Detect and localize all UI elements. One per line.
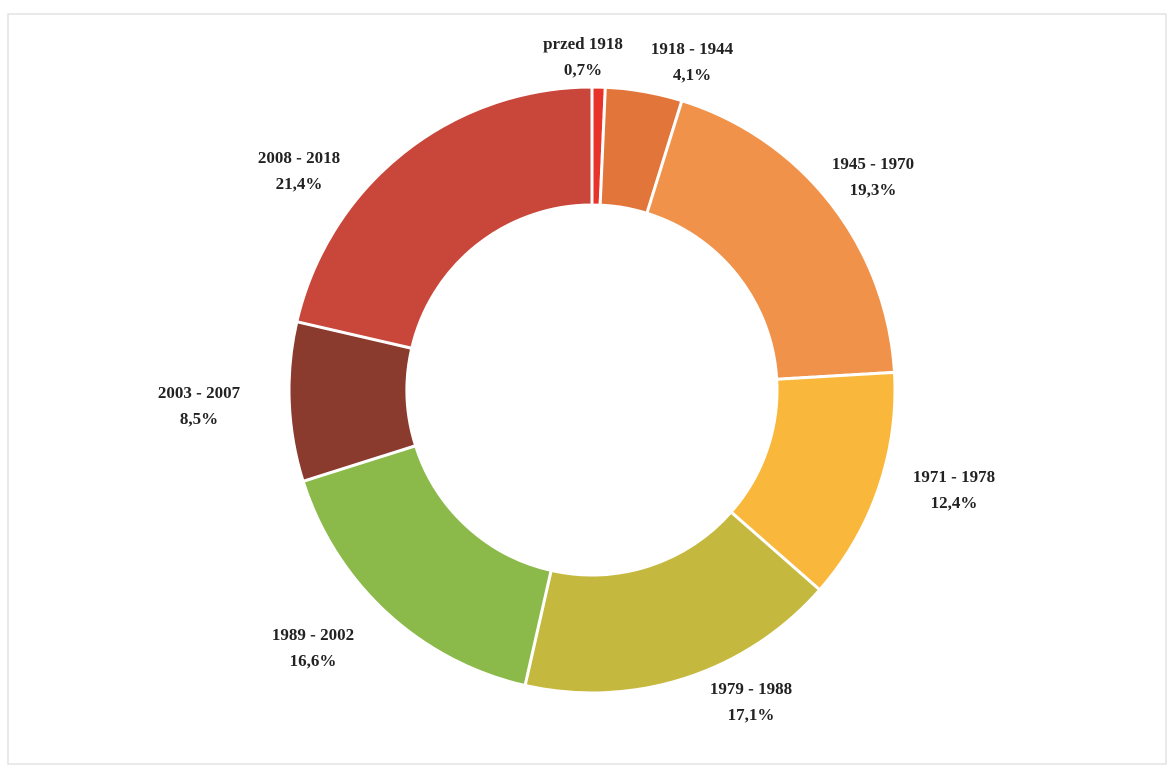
slice-label: 1945 - 1970 bbox=[832, 154, 914, 173]
slice-value-label: 21,4% bbox=[276, 174, 323, 193]
slice-label: 1979 - 1988 bbox=[710, 679, 792, 698]
slice-label: 2003 - 2007 bbox=[158, 383, 241, 402]
slice-value-label: 19,3% bbox=[850, 180, 897, 199]
slice-label: 1971 - 1978 bbox=[913, 467, 995, 486]
slice-value-label: 0,7% bbox=[564, 60, 602, 79]
donut-slice bbox=[645, 98, 897, 381]
frame bbox=[7, 13, 1167, 765]
slice-label: 1989 - 2002 bbox=[272, 625, 354, 644]
slice-value-label: 4,1% bbox=[673, 65, 711, 84]
slice-label: 2008 - 2018 bbox=[258, 148, 340, 167]
donut-slice bbox=[523, 509, 822, 695]
donut-slice bbox=[295, 85, 594, 351]
slice-label: 1918 - 1944 bbox=[651, 39, 734, 58]
slice-value-label: 16,6% bbox=[290, 651, 337, 670]
donut-slice bbox=[301, 443, 553, 688]
slice-value-label: 8,5% bbox=[180, 409, 218, 428]
slice-label: przed 1918 bbox=[543, 34, 623, 53]
slice-value-label: 12,4% bbox=[931, 493, 978, 512]
slice-value-label: 17,1% bbox=[728, 705, 775, 724]
